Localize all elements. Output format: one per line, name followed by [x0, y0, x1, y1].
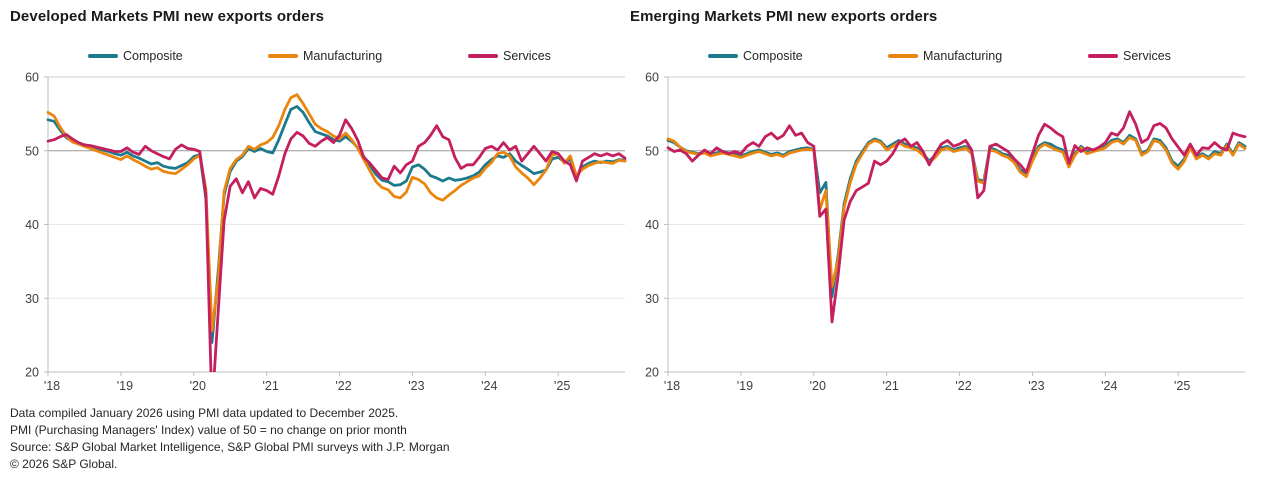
legend-item-manufacturing: Manufacturing	[268, 49, 382, 63]
x-tick-label: '21	[883, 379, 899, 393]
plot-area-developed: 20 30 40 50 60 '18 '19 '20 '21 '22 '23 '24 '25	[25, 71, 627, 393]
series-line-manufacturing	[46, 93, 627, 333]
legend-label-services: Services	[503, 49, 551, 63]
legend-item-services: Services	[468, 49, 551, 63]
footnote-source: Source: S&P Global Market Intelligence, …	[10, 440, 450, 454]
x-tick-label: '23	[408, 379, 424, 393]
legend-item-manufacturing: Manufacturing	[888, 49, 1002, 63]
y-tick-label: 40	[25, 218, 39, 232]
x-tick-label: '22	[955, 379, 971, 393]
y-tick-label: 50	[25, 144, 39, 158]
series-line-manufacturing	[666, 136, 1247, 288]
x-tick-label: '21	[263, 379, 279, 393]
footnote-pmi-definition: PMI (Purchasing Managers' Index) value o…	[10, 423, 407, 437]
services-line-swatch	[1088, 54, 1118, 58]
chart-title-emerging: Emerging Markets PMI new exports orders	[630, 8, 938, 25]
legend-item-composite: Composite	[88, 49, 183, 63]
y-tick-label: 40	[645, 218, 659, 232]
x-tick-label: '22	[335, 379, 351, 393]
y-tick-label: 30	[645, 292, 659, 306]
x-tick-label: '19	[117, 379, 133, 393]
x-tick-label: '25	[1174, 379, 1190, 393]
y-tick-label: 50	[645, 144, 659, 158]
y-tick-label: 20	[645, 366, 659, 380]
x-tick-label: '23	[1028, 379, 1044, 393]
x-tick-label: '20	[190, 379, 206, 393]
chart-developed-markets: Developed Markets PMI new exports orders…	[0, 0, 630, 400]
legend-item-services: Services	[1088, 49, 1171, 63]
manufacturing-line-swatch	[888, 54, 918, 58]
y-tick-label: 20	[25, 366, 39, 380]
legend-label-services: Services	[1123, 49, 1171, 63]
x-tick-label: '25	[554, 379, 570, 393]
plot-area-emerging: 20 30 40 50 60 '18 '19 '20 '21 '22 '23 '24 '25	[645, 71, 1247, 393]
composite-line-swatch	[88, 54, 118, 58]
legend-item-composite: Composite	[708, 49, 803, 63]
footnote-compiled: Data compiled January 2026 using PMI dat…	[10, 406, 399, 420]
x-tick-label: '20	[810, 379, 826, 393]
legend-label-composite: Composite	[123, 49, 183, 63]
series-line-services	[46, 118, 627, 372]
composite-line-swatch	[708, 54, 738, 58]
footnote-copyright: © 2026 S&P Global.	[10, 457, 118, 471]
series-line-services	[666, 110, 1247, 324]
services-line-swatch	[468, 54, 498, 58]
x-tick-label: '19	[737, 379, 753, 393]
chart-title-developed: Developed Markets PMI new exports orders	[10, 8, 325, 25]
legend-label-manufacturing: Manufacturing	[303, 49, 383, 63]
y-tick-label: 60	[645, 71, 659, 85]
chart-emerging-markets: Emerging Markets PMI new exports orders …	[620, 0, 1250, 400]
legend-label-composite: Composite	[743, 49, 803, 63]
legend-label-manufacturing: Manufacturing	[923, 49, 1003, 63]
footnotes: Data compiled January 2026 using PMI dat…	[10, 405, 450, 473]
y-tick-label: 60	[25, 71, 39, 85]
x-tick-label: '24	[1101, 379, 1117, 393]
x-tick-label: '18	[44, 379, 60, 393]
y-tick-label: 30	[25, 292, 39, 306]
x-tick-label: '24	[481, 379, 497, 393]
manufacturing-line-swatch	[268, 54, 298, 58]
series-line-composite	[666, 133, 1247, 299]
x-tick-label: '18	[664, 379, 680, 393]
